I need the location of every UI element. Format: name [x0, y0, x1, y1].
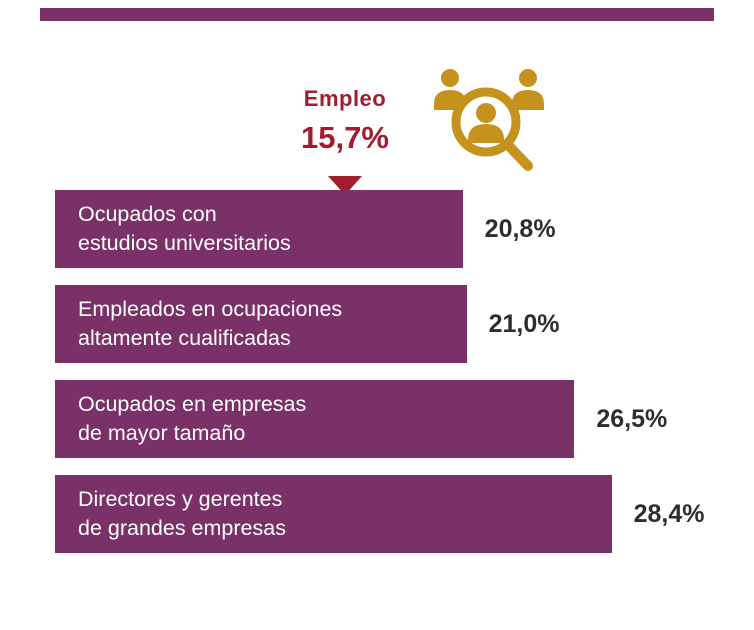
bar-row: Empleados en ocupaciones altamente cuali… — [55, 285, 705, 363]
bar-empresas-mayor-tamano: Ocupados en empresas de mayor tamaño — [55, 380, 575, 458]
bar-label-line1: Empleados en ocupaciones — [78, 296, 343, 321]
annotation-value: 15,7% — [301, 120, 389, 155]
bar-label-line1: Directores y gerentes — [78, 486, 283, 511]
bar-label-line2: de grandes empresas — [78, 516, 286, 540]
bar-label-line2: de mayor tamaño — [78, 421, 246, 445]
bar-value-label: 20,8% — [484, 214, 556, 243]
people-search-icon — [428, 66, 550, 178]
bar-chart: Ocupados con estudios universitarios 20,… — [55, 190, 705, 553]
bar-value-label: 26,5% — [596, 404, 668, 433]
bar-row: Ocupados con estudios universitarios 20,… — [55, 190, 705, 268]
bar-row: Ocupados en empresas de mayor tamaño 26,… — [55, 380, 705, 458]
bar-row: Directores y gerentes de grandes empresa… — [55, 475, 705, 553]
bar-label-line2: estudios universitarios — [78, 231, 291, 255]
annotation-label: Empleo — [303, 86, 387, 111]
top-accent-strip — [40, 8, 714, 21]
bar-value-label: 21,0% — [488, 309, 560, 338]
bar-value-label: 28,4% — [633, 499, 705, 528]
bar-ocupaciones-cualificadas: Empleados en ocupaciones altamente cuali… — [55, 285, 467, 363]
bar-ocupados-universitarios: Ocupados con estudios universitarios — [55, 190, 463, 268]
people-search-svg — [434, 69, 544, 171]
bar-label-line1: Ocupados con — [78, 201, 217, 226]
bar-label-line1: Ocupados en empresas — [78, 391, 307, 416]
employment-annotation: Empleo 15,7% — [262, 86, 428, 156]
bar-label-line2: altamente cualificadas — [78, 326, 291, 350]
bar-directores-gerentes: Directores y gerentes de grandes empresa… — [55, 475, 612, 553]
